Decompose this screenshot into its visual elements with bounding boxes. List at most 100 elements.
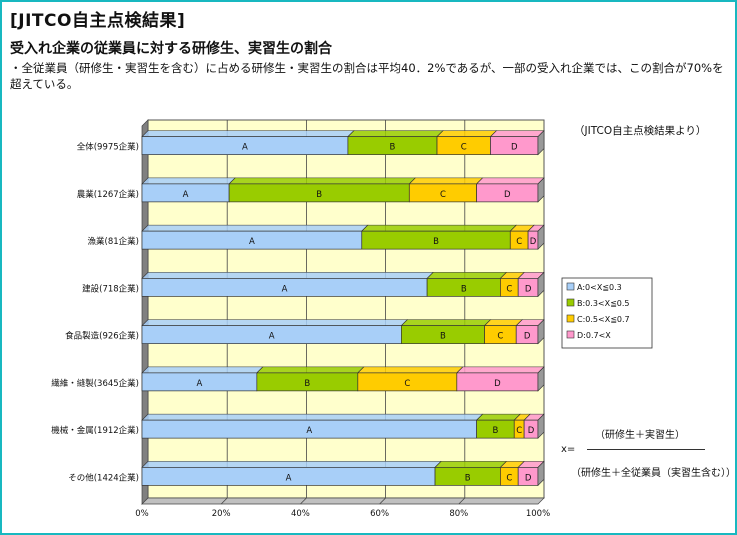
bar-segment-label: D [494, 379, 501, 389]
page-title: [JITCO自主点検結果] [10, 11, 186, 31]
category-label: 建設(718企業) [82, 283, 139, 294]
bar-segment-top [347, 130, 444, 137]
gridline-floor [300, 497, 307, 505]
bar-segment-top [141, 130, 355, 137]
bar-segment-label: B [433, 237, 439, 247]
bar-end-side [537, 271, 545, 298]
gridline-floor [458, 497, 466, 505]
bar-segment-label: A [242, 143, 248, 153]
bar-segment-top [434, 461, 508, 468]
bar-end-side [537, 177, 545, 203]
bar-segment-label: A [197, 379, 203, 389]
x-tick-label: 20% [212, 509, 231, 519]
x-tick-label: 60% [370, 509, 389, 519]
x-tick-label: 0% [135, 509, 149, 519]
bar-segment-top [141, 319, 409, 326]
gridline-floor [379, 497, 386, 505]
category-label: 漁業(81企業) [88, 236, 139, 247]
bar-segment-label: C [506, 284, 512, 294]
bar-segment-top [436, 130, 498, 137]
bar-segment-label: A [306, 426, 312, 436]
bar-segment-label: B [465, 473, 471, 483]
category-label: 全体(9975企業) [77, 142, 139, 153]
bar-segment-label: B [304, 379, 310, 389]
bar-segment-label: A [286, 473, 292, 483]
formula-x-label: x= [561, 444, 576, 455]
bar-segment-label: C [506, 473, 512, 483]
bar-segment-top [357, 366, 464, 374]
plot-area-wall [147, 119, 545, 499]
formula-divider [587, 449, 705, 450]
bar-segment-top [408, 177, 484, 185]
bar-segment-top [141, 366, 264, 374]
bar-segment-label: B [493, 426, 499, 436]
bar-segment-label: D [528, 426, 535, 436]
bar-segment-label: C [516, 426, 522, 436]
bar-segment-top [228, 177, 417, 185]
legend-swatch [566, 314, 575, 323]
bar-segment-top [141, 177, 236, 185]
bar-end-side [537, 318, 545, 345]
bar-segment-label: D [525, 284, 532, 294]
chart-subtitle: 受入れ企業の従業員に対する研修生、実習生の割合 [10, 41, 332, 57]
category-label: 機械・金属(1912企業) [51, 425, 139, 436]
legend-entry: C:0.5<X≦0.7 [577, 315, 630, 324]
category-label: 農業(1267企業) [77, 189, 139, 200]
bar-segment-top [141, 272, 434, 279]
formula-box: （研修生＋実習生） x= （研修生＋全従業員（実習生含む）） [559, 426, 736, 479]
source-note: （JITCO自主点検結果より） [574, 125, 707, 137]
bar-segment-top [361, 224, 518, 232]
bar-segment-top [483, 319, 523, 326]
legend-box [561, 277, 653, 349]
bar-end-side [537, 366, 545, 392]
bar-segment-label: B [440, 332, 446, 342]
bar-segment-label: C [461, 143, 467, 153]
bar-segment-label: C [516, 237, 522, 247]
legend-swatch [566, 298, 575, 307]
bar-segment-label: B [316, 190, 322, 200]
bar-segment-label: A [249, 237, 255, 247]
bar-segment-label: C [440, 190, 446, 200]
bar-segment-top [456, 366, 545, 374]
bar-segment-top [475, 177, 545, 185]
category-label: その他(1424企業) [68, 472, 139, 483]
legend-swatch [566, 330, 575, 339]
plot-area-floor [141, 497, 545, 505]
bar-end-side [537, 129, 545, 156]
legend-entry: B:0.3<X≦0.5 [577, 299, 630, 308]
legend-entry: D:0.7<X [577, 331, 611, 340]
bar-segment-label: D [511, 143, 518, 153]
gridline-floor [220, 497, 228, 505]
bar-segment-top [400, 319, 492, 326]
bar-segment-top [141, 413, 484, 421]
category-label: 食品製造(926企業) [65, 331, 139, 342]
description-text: ・全従業員（研修生・実習生を含む）に占める研修生・実習生の割合は平均40．2%で… [10, 61, 724, 91]
bar-end-side [537, 224, 545, 250]
bar-segment-label: D [530, 237, 537, 247]
bar-segment-label: D [525, 473, 532, 483]
bar-segment-label: B [390, 143, 396, 153]
x-tick-label: 80% [449, 509, 468, 519]
bar-segment-label: C [404, 379, 410, 389]
legend-entry: A:0<X≦0.3 [577, 283, 622, 292]
x-tick-label: 100% [526, 509, 550, 519]
bar-segment-top [489, 130, 545, 137]
bar-segment-top [256, 366, 365, 374]
formula-numerator: （研修生＋実習生） [595, 430, 685, 441]
bar-segment-top [475, 413, 521, 421]
bar-segment-top [141, 224, 369, 232]
bar-segment-label: D [504, 190, 511, 200]
category-label: 繊維・縫製(3645企業) [51, 378, 139, 389]
bar-end-side [537, 413, 545, 439]
bar-segment-top [426, 272, 508, 279]
bar-segment-label: B [461, 284, 467, 294]
legend-swatch [566, 282, 575, 291]
bar-segment-top [141, 461, 442, 468]
plot-area-side-wall [141, 119, 149, 505]
bar-end-side [537, 460, 545, 487]
bar-segment-label: A [183, 190, 189, 200]
bar-segment-label: C [497, 332, 503, 342]
bar-segment-label: A [282, 284, 288, 294]
bar-segment-label: D [524, 332, 531, 342]
